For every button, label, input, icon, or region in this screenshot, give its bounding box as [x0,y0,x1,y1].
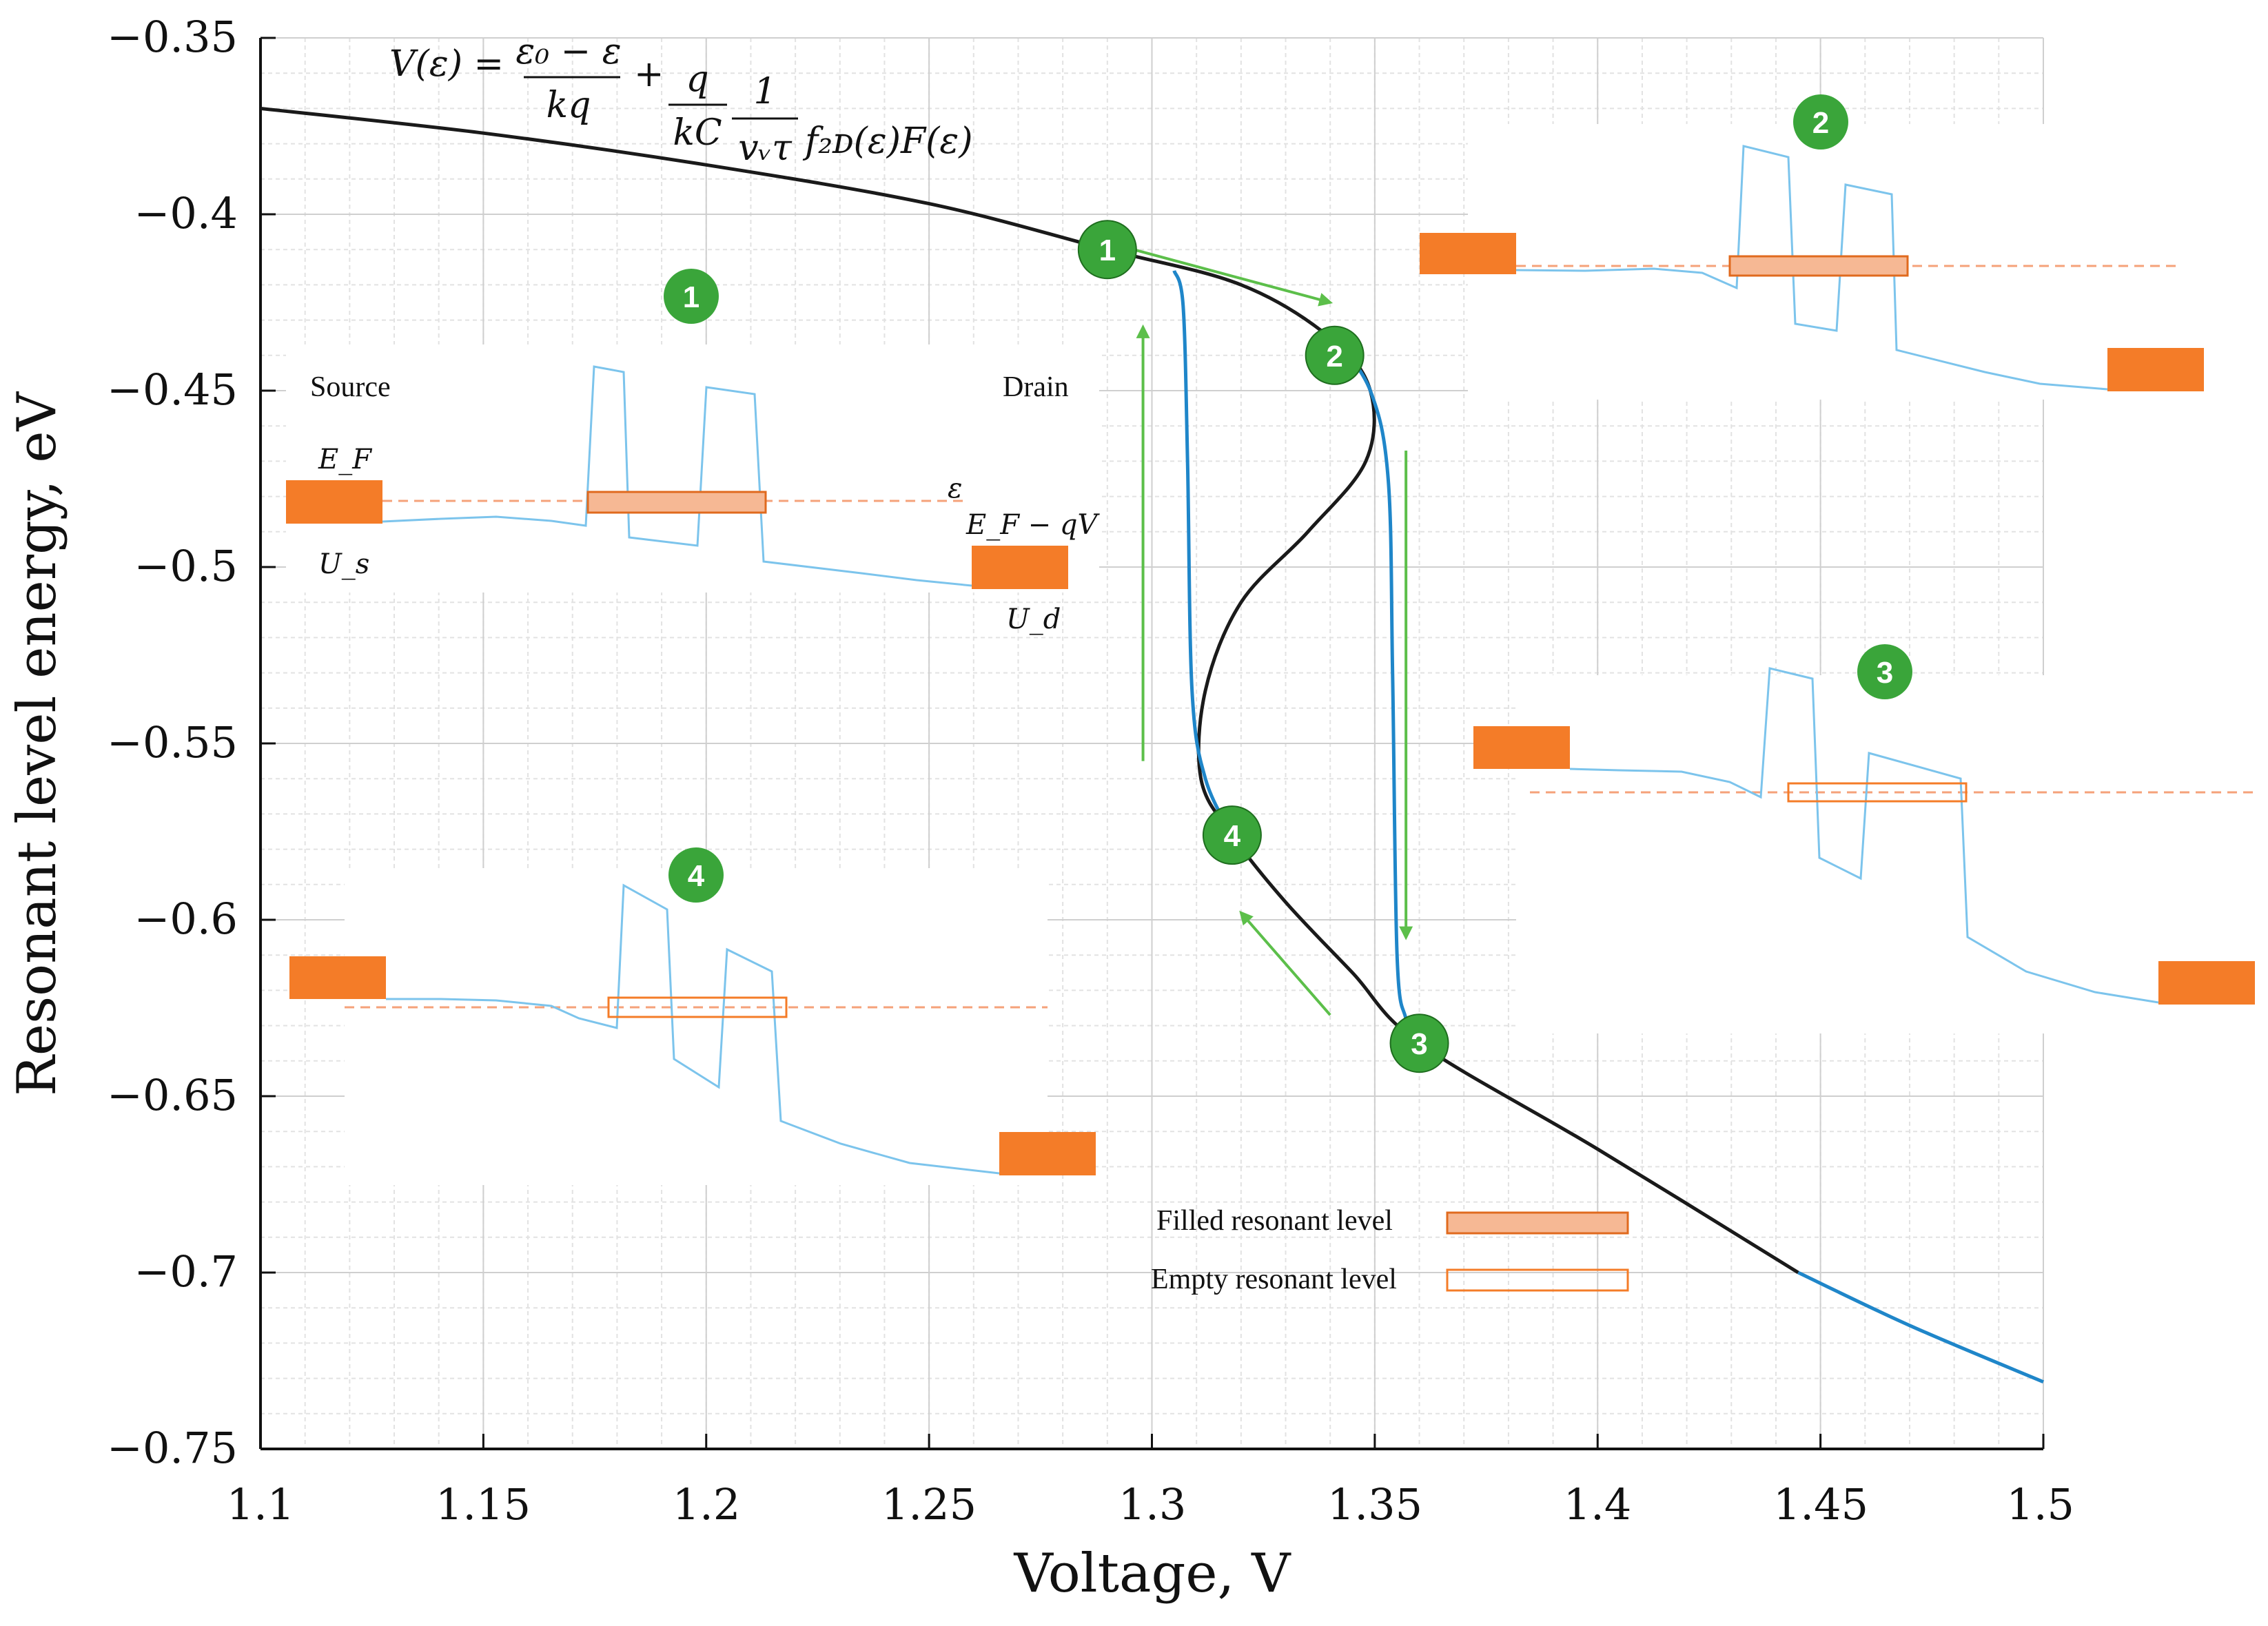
drain-contact [2107,348,2204,391]
filled-resonant-level [1728,255,1909,277]
inset-3: 3 [1473,644,2255,1005]
source-contact [286,480,382,524]
formula-tail: f₂ᴅ(ε)F(ε) [802,121,973,162]
state-marker-4: 4 [1202,805,1262,865]
inset-drain-label: Drain [1003,371,1069,403]
empty-resonant-level [607,996,788,1018]
y-axis-title: Resonant level energy, eV [6,391,68,1096]
inset-1: Source Drain E_F U_s ε E_F − qV U_d 1 [286,269,1101,635]
formula-term1-numerator: ε₀ − ε [515,31,621,72]
inset-epsilon-label: ε [948,473,962,504]
band-profile [1515,145,2108,391]
inset-marker-2: 2 [1793,94,1848,150]
x-tick-label: 1.35 [1327,1479,1422,1530]
state-marker-number: 4 [1224,819,1241,853]
y-tick-labels: −0.35 −0.4 −0.45 −0.5 −0.55 −0.6 −0.65 −… [107,12,238,1473]
legend-filled-label: Filled resonant level [1156,1205,1393,1237]
inset-source-label: Source [310,371,391,403]
inset-4: 4 [289,847,1096,1175]
y-tick-label: −0.75 [107,1423,238,1473]
filled-resonant-level [586,491,767,514]
drain-contact [999,1132,1096,1175]
y-tick-label: −0.55 [107,717,238,768]
formula-term3-numerator: 1 [753,71,776,112]
inset-2: 2 [1420,94,2204,391]
inset-3-background [1516,675,2268,1033]
state-marker-3: 3 [1389,1013,1449,1073]
y-tick-label: −0.7 [134,1246,238,1297]
inset-marker-number: 1 [683,280,699,314]
formula-term2-denominator: kC [673,112,722,154]
drain-contact [972,546,1068,589]
state-marker-number: 1 [1099,234,1116,267]
x-tick-label: 1.45 [1773,1479,1868,1530]
inset-marker-1: 1 [664,269,719,324]
drain-contact [2158,961,2255,1005]
formula-lhs: V(ε) = [389,43,504,85]
inset-ef-qv-label: E_F − qV [966,509,1101,541]
series-line-3 [1797,1270,2044,1384]
y-tick-label: −0.45 [107,364,238,415]
x-axis-title: Voltage, V [1014,1543,1292,1605]
inset-marker-number: 3 [1877,656,1893,690]
state-marker-number: 2 [1326,340,1342,373]
inset-1-background [286,344,1099,593]
inset-4-background [345,868,1048,1185]
x-tick-label: 1.15 [436,1479,531,1530]
sweep-arrow-0 [1107,241,1334,307]
y-tick-label: −0.35 [107,12,238,62]
inset-marker-3: 3 [1857,644,1912,699]
state-marker-circle [1305,325,1365,385]
band-profile [1569,667,2159,1004]
axis-ticks [259,37,2045,1450]
legend-filled-swatch [1446,1211,1629,1235]
x-tick-labels: 1.1 1.15 1.2 1.25 1.3 1.35 1.4 1.45 1.5 [227,1479,2074,1530]
x-tick-label: 1.25 [881,1479,977,1530]
state-marker-1: 1 [1077,220,1137,280]
formula: V(ε) = ε₀ − ε kq + q kC 1 vᵥτ f₂ᴅ(ε)F(ε) [389,31,973,169]
state-marker-circle [1077,220,1137,280]
marker-layer: 1 2 3 4 [1077,220,1449,1073]
series-layer [260,106,2044,1384]
series-line-1 [1172,270,1234,836]
state-marker-circle [1202,805,1262,865]
series-line-0 [260,106,1799,1275]
legend: Filled resonant level Empty resonant lev… [1151,1205,1629,1295]
arrow-layer [1107,241,1413,1016]
x-tick-label: 1.5 [2006,1479,2074,1530]
state-marker-circle [1389,1013,1449,1073]
inset-marker-number: 2 [1812,106,1829,140]
source-contact [1473,726,1570,769]
legend-empty-label: Empty resonant level [1151,1264,1397,1295]
legend-empty-swatch [1446,1268,1629,1292]
band-profile [386,883,1000,1175]
sweep-arrow-2 [1239,910,1331,1016]
inset-ud-label: U_d [1006,604,1061,635]
inset-marker-4: 4 [668,847,724,903]
y-tick-label: −0.5 [134,541,238,591]
y-tick-label: −0.6 [134,894,238,944]
inset-ef-label: E_F [318,444,372,475]
x-tick-label: 1.1 [227,1479,295,1530]
formula-term1-denominator: kq [546,85,591,126]
x-tick-label: 1.4 [1564,1479,1632,1530]
y-tick-label: −0.4 [134,188,238,238]
state-marker-number: 3 [1411,1027,1427,1061]
empty-resonant-level [1787,782,1968,803]
band-profile [382,365,972,587]
x-tick-label: 1.3 [1118,1479,1187,1530]
inset-us-label: U_s [318,548,369,580]
formula-plus: + [634,54,664,95]
formula-term2-numerator: q [686,59,708,100]
y-tick-label: −0.65 [107,1070,238,1120]
source-contact [1420,233,1516,274]
state-marker-2: 2 [1305,325,1365,385]
x-tick-label: 1.2 [673,1479,741,1530]
source-contact [289,956,386,999]
inset-marker-number: 4 [688,859,705,893]
series-line-2 [1333,336,1421,1044]
formula-term3-denominator: vᵥτ [738,127,793,169]
